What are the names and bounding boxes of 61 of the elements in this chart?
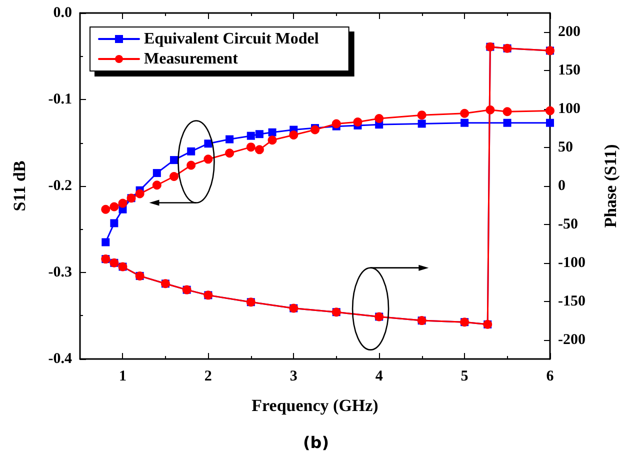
point — [353, 117, 362, 126]
x-axis-title: Frequency (GHz) — [252, 396, 378, 415]
legend-label: Measurement — [144, 50, 239, 68]
x-tick-label: 3 — [290, 368, 298, 384]
point — [255, 130, 264, 138]
point — [332, 119, 341, 128]
y2-axis-title: Phase (S11) — [601, 144, 620, 228]
y-tick-label: -0.1 — [48, 92, 72, 108]
y2-tick-label: 0 — [558, 178, 566, 194]
point — [170, 172, 178, 181]
point — [502, 107, 512, 116]
point — [374, 114, 384, 124]
point — [546, 118, 554, 127]
point — [204, 154, 213, 164]
point — [170, 156, 178, 164]
text: (b) — [302, 433, 330, 452]
y2-tick-label: -200 — [558, 332, 586, 348]
point — [152, 169, 161, 178]
point — [135, 189, 144, 198]
point — [102, 238, 110, 246]
point — [268, 136, 277, 145]
y2-tick-label: -150 — [558, 293, 586, 310]
point — [246, 142, 256, 152]
y2-tick-label: -100 — [558, 254, 586, 271]
x-tick-label: 2 — [204, 368, 212, 384]
point — [152, 180, 162, 190]
point — [418, 120, 426, 128]
y2-tick-label: 100 — [558, 101, 580, 118]
point — [460, 118, 469, 127]
point — [225, 148, 234, 158]
point — [118, 198, 128, 208]
y2-tick-label: 200 — [558, 24, 580, 40]
x-tick-label: 5 — [460, 368, 468, 384]
y-tick-label: -0.2 — [48, 178, 72, 194]
y-axis-title: S11 dB — [10, 160, 29, 212]
point — [226, 135, 234, 144]
point — [246, 132, 255, 140]
point — [503, 118, 512, 127]
point — [187, 147, 196, 156]
point — [289, 130, 298, 140]
point — [110, 219, 118, 228]
legend-label: Equivalent Circuit Model — [144, 30, 320, 48]
point — [268, 128, 276, 136]
y-tick-label: -0.4 — [48, 351, 72, 367]
point — [101, 204, 110, 214]
x-tick-label: 4 — [375, 368, 384, 384]
y2-tick-label: 50 — [558, 140, 573, 156]
y-tick-label: 0.0 — [53, 5, 72, 21]
point — [486, 105, 495, 114]
y2-tick-label: 150 — [558, 62, 580, 79]
point — [110, 202, 119, 212]
point — [186, 160, 196, 170]
y-tick-label: -0.3 — [48, 264, 72, 280]
point — [254, 145, 264, 154]
point — [417, 110, 426, 120]
point — [460, 108, 470, 118]
point — [204, 140, 212, 148]
y2-tick-label: -50 — [558, 216, 578, 232]
x-tick-label: 1 — [118, 368, 126, 384]
x-tick-label: 6 — [546, 368, 554, 384]
point — [546, 106, 554, 116]
